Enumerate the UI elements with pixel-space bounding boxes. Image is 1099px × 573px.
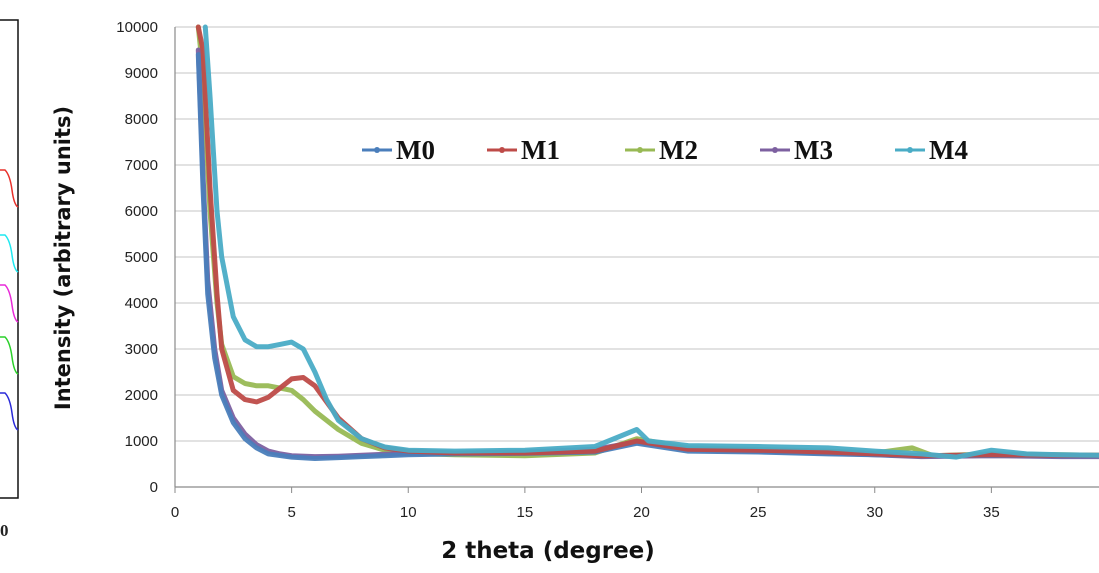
left-chart-x-tick: 0 [0,521,9,540]
x-tick-label: 0 [171,504,179,521]
left-chart-series-1 [0,234,19,273]
y-tick-label: 4000 [125,295,158,312]
legend: M0 M1 M2 M3 M4 [362,135,968,165]
legend-label-m3: M3 [794,135,833,165]
left-chart-frame [0,19,19,499]
y-axis-title: Intensity (arbitrary units) [51,106,75,410]
y-tick-label: 1000 [125,433,158,450]
left-chart-series-4 [0,392,19,431]
legend-marker-m0 [374,147,380,153]
x-axis-title: 2 theta (degree) [441,538,655,564]
left-chart-series-2 [0,284,19,323]
series-line-m2 [195,24,1099,459]
y-tick-label: 3000 [125,341,158,358]
y-tick-label: 9000 [125,65,158,82]
y-tick-label: 6000 [125,203,158,220]
y-tick-label: 10000 [116,19,158,36]
left-chart-series-3 [0,336,19,375]
x-tick-label: 15 [517,504,534,521]
y-tick-label: 5000 [125,249,158,266]
legend-marker-m3 [772,147,778,153]
x-tick-label: 35 [983,504,1000,521]
y-tick-label: 0 [150,479,158,496]
legend-marker-m1 [499,147,505,153]
x-tick-label: 5 [287,504,295,521]
series-line-m1 [195,24,1099,459]
series-lines [195,24,1099,461]
left-chart-series-0 [0,169,19,208]
x-tick-label: 30 [866,504,883,521]
legend-marker-m4 [907,147,913,153]
y-tick-label: 7000 [125,157,158,174]
tick-labels: 0100020003000400050006000700080009000100… [116,19,1000,521]
legend-marker-m2 [637,147,643,153]
legend-label-m2: M2 [659,135,698,165]
legend-label-m0: M0 [396,135,435,165]
legend-label-m1: M1 [521,135,560,165]
series-line-m4 [202,24,1099,460]
gridlines [175,26,1099,442]
x-tick-label: 25 [750,504,767,521]
x-tick-label: 10 [400,504,417,521]
legend-label-m4: M4 [929,135,968,165]
series-line-m3 [195,47,1099,460]
x-tick-label: 20 [633,504,650,521]
y-tick-label: 2000 [125,387,158,404]
y-tick-label: 8000 [125,111,158,128]
left-cropped-chart: 0 [0,19,19,540]
